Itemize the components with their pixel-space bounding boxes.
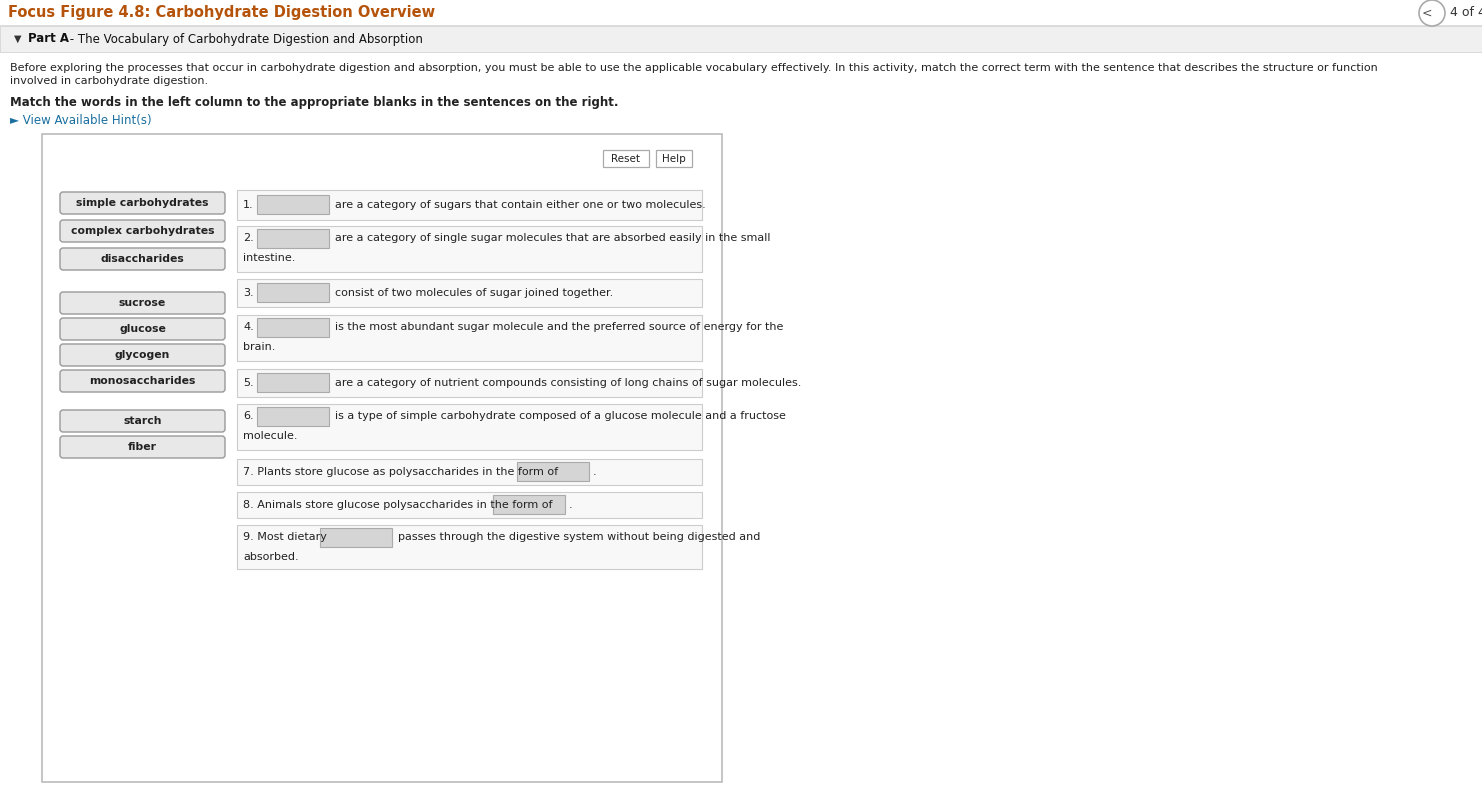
Text: <: < (1421, 6, 1432, 20)
Text: 5.: 5. (243, 378, 253, 388)
Bar (237, 459, 702, 485)
Text: passes through the digestive system without being digested and: passes through the digestive system with… (399, 532, 760, 542)
Bar (256, 407, 329, 426)
Text: consist of two molecules of sugar joined together.: consist of two molecules of sugar joined… (335, 288, 614, 298)
Text: 6.: 6. (243, 411, 253, 421)
Text: molecule.: molecule. (243, 431, 298, 441)
Bar (237, 226, 702, 272)
Text: are a category of single sugar molecules that are absorbed easily in the small: are a category of single sugar molecules… (335, 233, 771, 243)
Text: fiber: fiber (127, 442, 157, 452)
Bar (41, 134, 722, 782)
Text: Match the words in the left column to the appropriate blanks in the sentences on: Match the words in the left column to th… (10, 96, 618, 109)
Bar (256, 318, 329, 337)
FancyBboxPatch shape (59, 318, 225, 340)
Text: Part A: Part A (28, 33, 70, 45)
Bar (0, 0, 1482, 26)
Text: intestine.: intestine. (243, 253, 295, 263)
Bar (237, 190, 702, 220)
Bar (237, 279, 702, 307)
Text: simple carbohydrates: simple carbohydrates (76, 198, 209, 208)
Text: - The Vocabulary of Carbohydrate Digestion and Absorption: - The Vocabulary of Carbohydrate Digesti… (67, 33, 422, 45)
Text: 7. Plants store glucose as polysaccharides in the form of: 7. Plants store glucose as polysaccharid… (243, 467, 559, 477)
Bar (0, 25, 1482, 26)
Text: is a type of simple carbohydrate composed of a glucose molecule and a fructose: is a type of simple carbohydrate compose… (335, 411, 785, 421)
Circle shape (1418, 0, 1445, 26)
FancyBboxPatch shape (59, 192, 225, 214)
Text: 3.: 3. (243, 288, 253, 298)
Bar (256, 229, 329, 248)
FancyBboxPatch shape (59, 220, 225, 242)
Bar (237, 315, 702, 361)
Text: ▼: ▼ (13, 34, 22, 44)
Text: absorbed.: absorbed. (243, 552, 299, 562)
FancyBboxPatch shape (59, 436, 225, 458)
FancyBboxPatch shape (59, 292, 225, 314)
Text: glucose: glucose (119, 324, 166, 334)
Bar (256, 283, 329, 302)
FancyBboxPatch shape (59, 248, 225, 270)
FancyBboxPatch shape (59, 344, 225, 366)
Bar (320, 528, 393, 547)
Text: are a category of nutrient compounds consisting of long chains of sugar molecule: are a category of nutrient compounds con… (335, 378, 802, 388)
Bar (657, 150, 692, 167)
Text: .: . (593, 467, 597, 477)
Bar (256, 195, 329, 214)
Text: is the most abundant sugar molecule and the preferred source of energy for the: is the most abundant sugar molecule and … (335, 322, 784, 332)
Bar (237, 492, 702, 518)
Text: disaccharides: disaccharides (101, 254, 184, 264)
Text: 4 of 4: 4 of 4 (1449, 6, 1482, 20)
Text: Before exploring the processes that occur in carbohydrate digestion and absorpti: Before exploring the processes that occu… (10, 63, 1378, 73)
Text: Help: Help (662, 154, 686, 163)
Text: 1.: 1. (243, 200, 253, 210)
Text: .: . (569, 500, 572, 510)
Bar (237, 525, 702, 569)
Bar (494, 495, 565, 514)
Text: 8. Animals store glucose polysaccharides in the form of: 8. Animals store glucose polysaccharides… (243, 500, 553, 510)
Text: 4.: 4. (243, 322, 253, 332)
FancyBboxPatch shape (59, 410, 225, 432)
Text: are a category of sugars that contain either one or two molecules.: are a category of sugars that contain ei… (335, 200, 705, 210)
Text: sucrose: sucrose (119, 298, 166, 308)
Bar (237, 369, 702, 397)
FancyBboxPatch shape (59, 370, 225, 392)
Text: monosaccharides: monosaccharides (89, 376, 196, 386)
Text: involved in carbohydrate digestion.: involved in carbohydrate digestion. (10, 76, 207, 86)
Bar (0, 26, 1482, 52)
Text: 2.: 2. (243, 233, 253, 243)
Text: brain.: brain. (243, 342, 276, 352)
Text: starch: starch (123, 416, 162, 426)
Text: ► View Available Hint(s): ► View Available Hint(s) (10, 114, 151, 127)
Text: complex carbohydrates: complex carbohydrates (71, 226, 215, 236)
Text: Reset: Reset (612, 154, 640, 163)
Bar (237, 404, 702, 450)
Text: glycogen: glycogen (114, 350, 170, 360)
Bar (256, 373, 329, 392)
Bar (603, 150, 649, 167)
Bar (517, 462, 588, 481)
Text: Focus Figure 4.8: Carbohydrate Digestion Overview: Focus Figure 4.8: Carbohydrate Digestion… (7, 6, 436, 21)
Text: 9. Most dietary: 9. Most dietary (243, 532, 328, 542)
